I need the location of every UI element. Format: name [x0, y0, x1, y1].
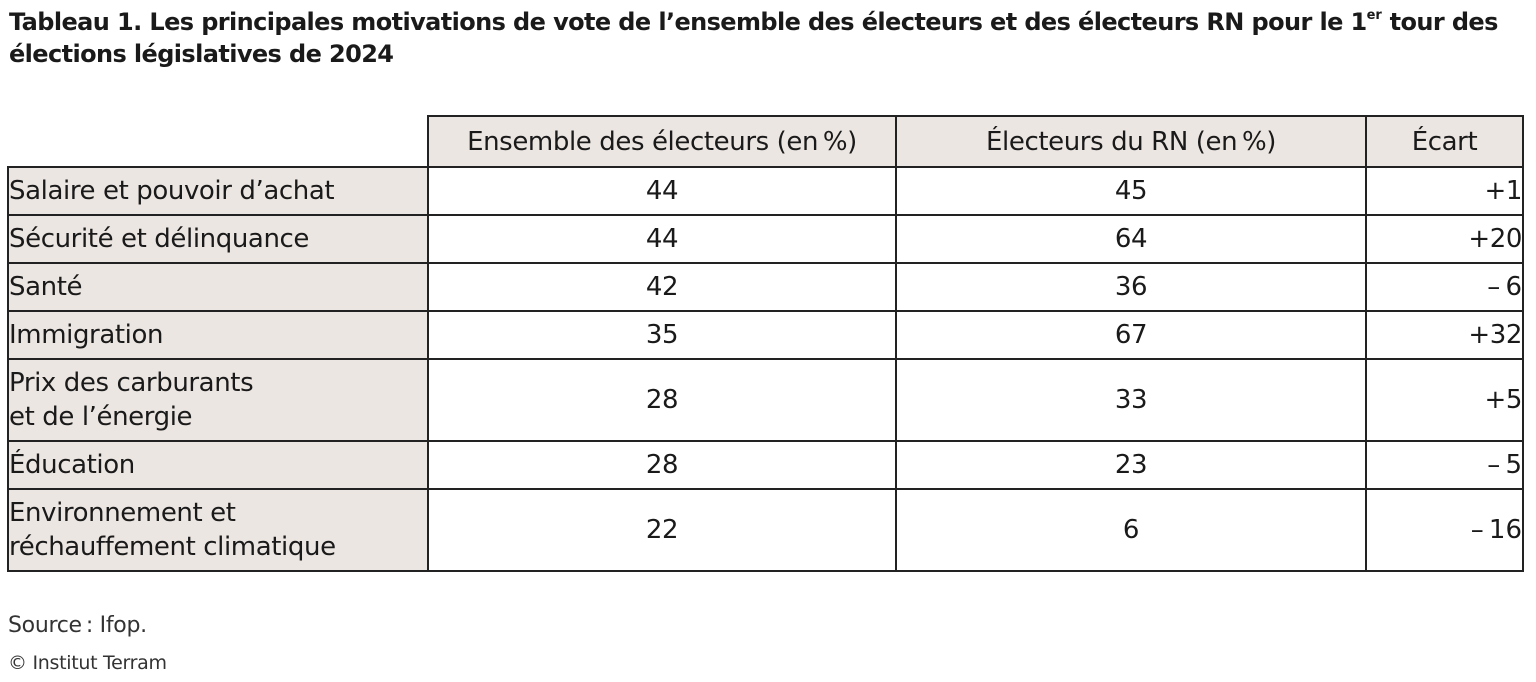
table-row: Salaire et pouvoir d’achat 44 45 +1: [7, 166, 1524, 216]
cell-rn-voters: 64: [895, 214, 1367, 264]
title-text-b: tour des élections législatives de 2024: [9, 8, 1498, 68]
table-row: Sécurité et délinquance 44 64 +20: [7, 214, 1524, 264]
title-superscript: er: [1366, 8, 1382, 23]
header-rn-voters: Électeurs du RN (en %): [895, 115, 1367, 168]
cell-gap: – 5: [1365, 440, 1524, 490]
row-label-line-2: réchauffement climatique: [9, 532, 336, 562]
row-label-line-1: Prix des carburants: [9, 368, 254, 398]
table-row: Prix des carburants et de l’énergie 28 33…: [7, 358, 1524, 442]
cell-rn-voters: 67: [895, 310, 1367, 360]
cell-all-voters: 28: [427, 358, 897, 442]
cell-all-voters: 35: [427, 310, 897, 360]
cell-rn-voters: 36: [895, 262, 1367, 312]
cell-gap: +20: [1365, 214, 1524, 264]
source-note: Source : Ifop.: [8, 613, 147, 638]
cell-gap: +32: [1365, 310, 1524, 360]
row-label: Santé: [7, 262, 429, 312]
title-text-a: Les principales motivations de vote de l…: [149, 8, 1367, 36]
row-label: Éducation: [7, 440, 429, 490]
cell-gap: +5: [1365, 358, 1524, 442]
cell-rn-voters: 23: [895, 440, 1367, 490]
cell-all-voters: 22: [427, 488, 897, 572]
cell-all-voters: 28: [427, 440, 897, 490]
header-all-voters: Ensemble des électeurs (en %): [427, 115, 897, 168]
header-gap: Écart: [1365, 115, 1524, 168]
header-empty-cell: [8, 116, 429, 168]
row-label: Salaire et pouvoir d’achat: [7, 166, 429, 216]
table-row: Immigration 35 67 +32: [7, 310, 1524, 360]
row-label: Sécurité et délinquance: [7, 214, 429, 264]
cell-all-voters: 44: [427, 166, 897, 216]
table-title: Tableau 1. Les principales motivations d…: [9, 6, 1509, 70]
row-label-line-2: et de l’énergie: [9, 402, 193, 432]
row-label: Immigration: [7, 310, 429, 360]
table-row: Santé 42 36 – 6: [7, 262, 1524, 312]
cell-rn-voters: 45: [895, 166, 1367, 216]
row-label-line-1: Environnement et: [9, 498, 236, 528]
table-row: Éducation 28 23 – 5: [7, 440, 1524, 490]
cell-gap: – 16: [1365, 488, 1524, 572]
copyright-note: © Institut Terram: [8, 652, 167, 674]
row-label: Prix des carburants et de l’énergie: [7, 358, 429, 442]
cell-all-voters: 42: [427, 262, 897, 312]
motivations-table: Ensemble des électeurs (en %) Électeurs …: [7, 115, 1524, 572]
cell-gap: – 6: [1365, 262, 1524, 312]
cell-rn-voters: 33: [895, 358, 1367, 442]
cell-rn-voters: 6: [895, 488, 1367, 572]
row-label: Environnement et réchauffement climatique: [7, 488, 429, 572]
cell-gap: +1: [1365, 166, 1524, 216]
table-number: Tableau 1.: [9, 8, 142, 36]
table-header-row: Ensemble des électeurs (en %) Électeurs …: [8, 115, 1524, 168]
table-row: Environnement et réchauffement climatique…: [7, 488, 1524, 572]
cell-all-voters: 44: [427, 214, 897, 264]
